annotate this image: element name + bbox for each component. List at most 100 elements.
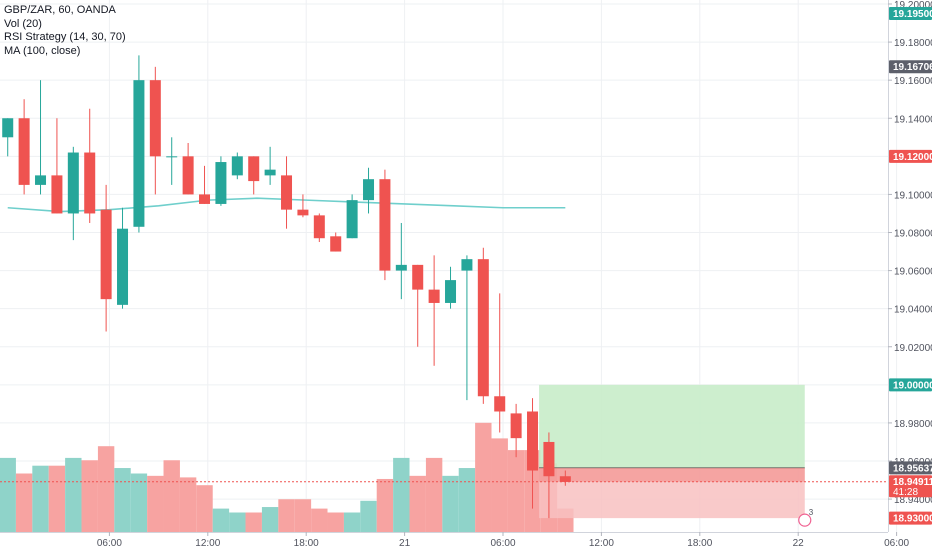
candle[interactable] — [133, 55, 145, 233]
candle-body — [543, 441, 555, 477]
candle[interactable] — [35, 80, 47, 195]
time-tick-label: 18:00 — [294, 538, 319, 549]
candle[interactable] — [477, 247, 489, 404]
candle[interactable] — [543, 432, 555, 519]
candle-body — [395, 264, 407, 271]
volume-bar — [97, 446, 115, 532]
price-badge: 19.16706 — [889, 60, 932, 74]
candle-body — [231, 156, 243, 176]
candle[interactable] — [215, 156, 227, 206]
candle[interactable] — [100, 184, 112, 332]
time-tick-label: 18:00 — [687, 538, 712, 549]
volume-bar — [311, 508, 328, 532]
price-tick-label: 19.14000 — [894, 114, 932, 125]
price-badge-bg — [889, 149, 932, 163]
symbol-title[interactable]: GBP/ZAR, 60, OANDA — [4, 4, 116, 16]
volume-bar — [507, 450, 525, 532]
price-badge-label: 18.95637 — [893, 463, 932, 474]
candle-body — [281, 175, 293, 210]
candle-body — [2, 118, 14, 138]
price-tick-label: 19.02000 — [894, 343, 932, 354]
price-badge: 19.19500 — [889, 7, 932, 20]
price-tick-label: 18.98000 — [894, 419, 932, 430]
candle[interactable] — [363, 167, 375, 214]
strategy-indicator-label[interactable]: RSI Strategy (14, 30, 70) — [4, 31, 126, 43]
time-tick-label: 06:00 — [490, 538, 515, 549]
volume-bar — [261, 507, 279, 532]
candle-body — [264, 169, 276, 176]
time-tick-label: 06:00 — [884, 538, 909, 549]
price-tick-label: 19.06000 — [894, 267, 932, 278]
take-profit-zone[interactable] — [539, 384, 805, 468]
volume-bar — [147, 475, 164, 532]
candle-body — [510, 413, 522, 439]
volume-bar — [114, 468, 131, 532]
ma-indicator-label[interactable]: MA (100, close) — [4, 44, 81, 57]
candle[interactable] — [559, 470, 571, 486]
candle[interactable] — [313, 213, 325, 243]
candle-body — [428, 289, 440, 303]
price-tick-label: 19.08000 — [894, 229, 932, 240]
volume-bar — [0, 457, 16, 532]
candle[interactable] — [428, 255, 440, 366]
volume-bar — [491, 438, 508, 532]
candle[interactable] — [510, 403, 522, 458]
price-badge: 19.12000 — [889, 149, 932, 163]
candle-body — [445, 280, 457, 303]
candle-body — [379, 179, 391, 271]
candle-body — [346, 200, 358, 239]
price-badge-bg — [889, 475, 932, 498]
candle[interactable] — [412, 264, 424, 347]
candle[interactable] — [67, 146, 79, 241]
price-tick-label: 19.18000 — [894, 38, 932, 49]
candle[interactable] — [182, 143, 194, 195]
volume-bar — [409, 475, 426, 532]
candle[interactable] — [18, 99, 30, 195]
candle[interactable] — [461, 255, 473, 401]
candle[interactable] — [330, 232, 342, 252]
candle[interactable] — [149, 66, 161, 195]
volume-bar — [327, 512, 344, 532]
candle[interactable] — [231, 152, 243, 180]
candles — [2, 55, 571, 519]
candle[interactable] — [445, 266, 457, 309]
candle[interactable] — [248, 156, 260, 195]
candle[interactable] — [166, 137, 178, 185]
volume-bar — [32, 465, 49, 532]
chart-legend: GBP/ZAR, 60, OANDA Vol (20) RSI Strategy… — [4, 4, 126, 58]
price-badge-bg — [889, 60, 932, 74]
price-badge-label: 19.16706 — [893, 62, 932, 73]
volume-bar — [278, 499, 295, 532]
price-badge-bg — [889, 461, 932, 475]
candle[interactable] — [84, 108, 96, 223]
candle[interactable] — [346, 194, 358, 239]
time-tick-label: 12:00 — [195, 538, 220, 549]
candle-body — [18, 118, 30, 185]
position-zones — [539, 384, 805, 519]
candle-body — [182, 156, 194, 195]
volume-indicator-label[interactable]: Vol (20) — [4, 17, 42, 30]
candle-body — [166, 156, 178, 158]
candle[interactable] — [51, 118, 63, 214]
candle[interactable] — [117, 207, 129, 309]
candle-body — [35, 175, 47, 185]
candle[interactable] — [494, 293, 506, 433]
candle[interactable] — [199, 165, 211, 204]
time-tick-label: 22 — [793, 538, 805, 549]
candle[interactable] — [264, 146, 276, 185]
candle[interactable] — [281, 156, 293, 229]
candle-body — [84, 152, 96, 214]
volume-bar — [179, 477, 197, 532]
volume-bars — [0, 422, 574, 532]
candle-body — [133, 80, 145, 227]
candle[interactable] — [297, 194, 309, 218]
volume-bar — [163, 460, 180, 532]
candle[interactable] — [2, 118, 14, 157]
alert-icon[interactable]: 3 — [798, 508, 814, 527]
candle[interactable] — [379, 169, 391, 281]
volume-bar — [65, 457, 82, 532]
candle[interactable] — [527, 398, 539, 509]
candle[interactable] — [395, 222, 407, 300]
